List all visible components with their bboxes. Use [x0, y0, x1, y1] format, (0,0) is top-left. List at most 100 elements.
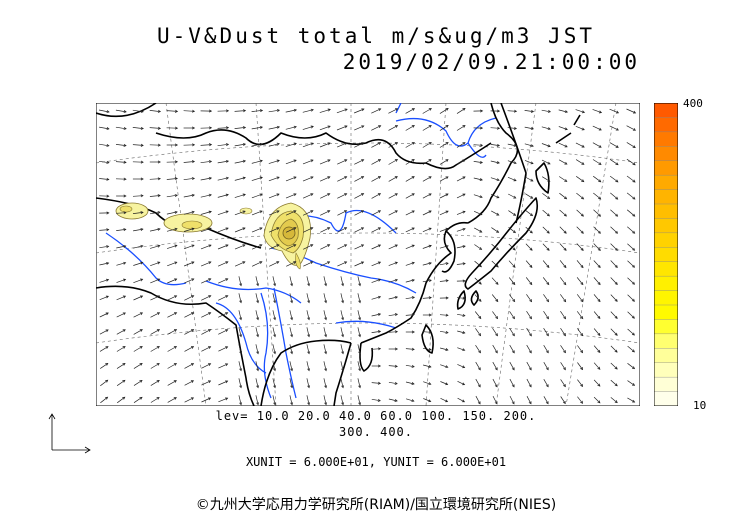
- river-mekong: [273, 287, 297, 399]
- wind-arrow: [626, 192, 636, 200]
- wind-arrow: [184, 380, 194, 386]
- wind-arrow-head: [530, 144, 534, 148]
- wind-arrow-head: [327, 193, 331, 196]
- river-north: [395, 103, 402, 114]
- wind-arrow: [508, 210, 516, 216]
- wind-arrow-head: [377, 312, 382, 316]
- wind-arrow: [234, 210, 246, 216]
- wind-arrow: [218, 363, 228, 369]
- wind-arrow: [255, 395, 259, 405]
- wind-arrow-head: [580, 400, 584, 404]
- wind-arrow-head: [122, 362, 126, 366]
- wind-arrow-head: [632, 264, 636, 268]
- wind-arrow: [289, 310, 293, 320]
- wind-arrow-head: [445, 382, 449, 386]
- wind-arrow-head: [208, 143, 213, 147]
- wind-arrow-head: [598, 162, 602, 165]
- wind-arrow: [150, 380, 160, 386]
- wind-arrow-head: [478, 333, 482, 337]
- wind-arrow-head: [480, 126, 484, 130]
- wind-arrow-head: [174, 194, 178, 197]
- wind-arrow-head: [512, 264, 516, 268]
- wind-arrow: [340, 293, 344, 303]
- colorbar-cell: [654, 174, 678, 191]
- wind-arrow-head: [581, 196, 585, 200]
- wind-arrow: [133, 228, 143, 232]
- wind-arrow: [200, 244, 212, 250]
- wind-arrow-head: [511, 350, 515, 354]
- wind-arrow: [592, 142, 602, 148]
- wind-arrow: [150, 295, 160, 301]
- wind-arrow: [526, 294, 532, 302]
- wind-arrow-head: [276, 227, 280, 231]
- wind-arrow: [388, 227, 398, 233]
- wind-arrow-head: [191, 312, 195, 315]
- wind-arrow: [627, 260, 635, 268]
- wind-arrow-head: [377, 398, 381, 402]
- wind-arrow: [439, 142, 449, 148]
- wind-arrow: [238, 378, 242, 388]
- wind-arrow: [340, 378, 344, 388]
- wind-arrow-head: [324, 402, 328, 406]
- wind-arrow-head: [428, 159, 432, 162]
- wind-arrow-head: [156, 379, 160, 383]
- wind-arrow: [610, 379, 618, 387]
- wind-arrow: [405, 348, 415, 350]
- wind-arrow-head: [208, 160, 213, 164]
- wind-arrow-head: [140, 194, 144, 198]
- wind-arrow: [541, 126, 551, 130]
- wind-arrow-head: [513, 213, 517, 216]
- wind-arrow: [354, 193, 364, 199]
- wind-arrow: [289, 327, 293, 337]
- wind-arrow-head: [428, 347, 432, 351]
- wind-arrow-head: [580, 316, 584, 320]
- dust-contour-20: [119, 205, 133, 213]
- wind-arrow-head: [256, 368, 260, 372]
- wind-arrow: [132, 109, 144, 113]
- wind-arrow-head: [462, 331, 466, 334]
- wind-arrow-head: [174, 227, 178, 231]
- wind-arrow: [526, 327, 532, 337]
- wind-arrow: [509, 395, 515, 405]
- colorbar-cell: [654, 103, 678, 119]
- wind-arrow: [116, 279, 126, 283]
- wind-arrow: [302, 142, 314, 148]
- wind-arrow: [200, 211, 212, 215]
- wind-arrow: [525, 260, 533, 268]
- wind-arrow: [183, 261, 195, 267]
- wind-arrow-head: [361, 176, 365, 179]
- wind-arrow-head: [324, 300, 328, 304]
- wind-arrow: [405, 193, 415, 199]
- wind-arrow-head: [598, 145, 602, 148]
- wind-arrow-head: [358, 317, 362, 321]
- wind-arrow-head: [239, 402, 243, 406]
- wind-arrow-head: [242, 210, 246, 214]
- wind-arrow: [272, 276, 276, 286]
- wind-arrow: [541, 143, 551, 147]
- wind-arrow-head: [478, 264, 482, 268]
- wind-arrow: [626, 175, 636, 183]
- wind-arrow: [371, 348, 381, 350]
- wind-arrow: [492, 395, 498, 405]
- wind-arrow-head: [581, 110, 586, 114]
- wind-arrow-head: [208, 261, 212, 265]
- wind-arrow-head: [208, 210, 212, 214]
- wind-arrow-head: [173, 380, 177, 383]
- wind-arrow: [255, 310, 259, 320]
- wind-arrow: [456, 193, 466, 199]
- wind-arrow: [285, 143, 297, 147]
- chart-title-line1: U-V&Dust total m/s&ug/m3 JST: [156, 24, 595, 48]
- colorbar-cell: [654, 203, 678, 220]
- wind-arrow-head: [477, 384, 481, 388]
- wind-arrow: [238, 344, 242, 354]
- wind-arrow: [132, 195, 144, 197]
- wind-arrow-head: [563, 316, 567, 320]
- wind-arrow: [490, 160, 500, 164]
- wind-arrow-head: [273, 385, 277, 389]
- wind-arrow-head: [290, 402, 294, 406]
- wind-arrow-head: [563, 247, 567, 251]
- wind-arrow: [627, 311, 635, 319]
- wind-arrow-head: [105, 379, 109, 383]
- wind-arrow-head: [445, 210, 449, 214]
- wind-arrow-head: [225, 329, 229, 333]
